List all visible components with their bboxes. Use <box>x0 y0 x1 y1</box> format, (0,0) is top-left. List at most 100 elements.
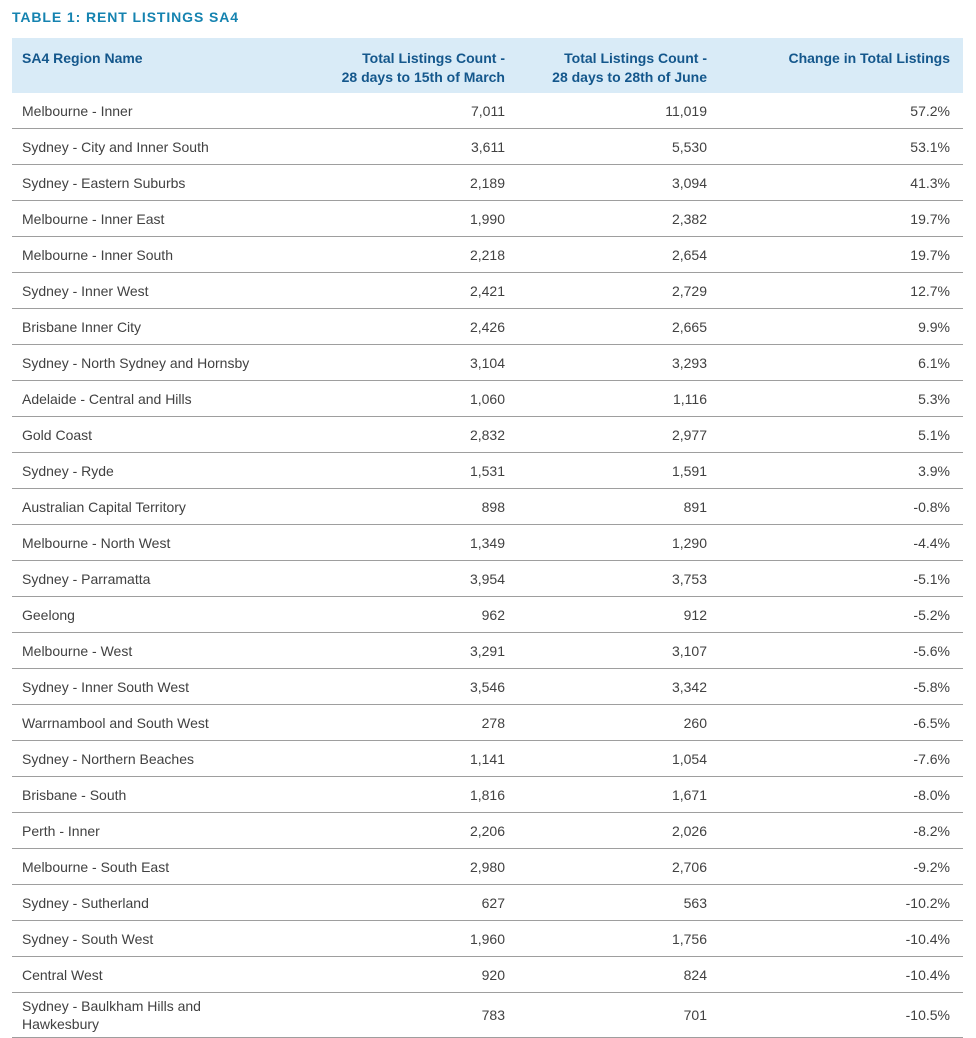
cell-march-count: 783 <box>275 992 518 1038</box>
cell-march-count: 2,189 <box>275 164 518 201</box>
cell-june-count: 11,019 <box>518 93 720 129</box>
cell-region: Central West <box>12 956 275 993</box>
cell-change: 19.7% <box>720 236 963 273</box>
table-row: Sydney - North Sydney and Hornsby 3,104 … <box>12 344 963 381</box>
cell-change: 41.3% <box>720 164 963 201</box>
table-row: Melbourne - Inner South 2,218 2,654 19.7… <box>12 236 963 273</box>
cell-march-count: 1,531 <box>275 452 518 489</box>
cell-change: -10.5% <box>720 992 963 1038</box>
cell-region: Sydney - Eastern Suburbs <box>12 164 275 201</box>
cell-region: Sydney - Inner West <box>12 272 275 309</box>
cell-june-count: 1,116 <box>518 380 720 417</box>
table-header: SA4 Region Name Total Listings Count - 2… <box>12 38 963 93</box>
cell-june-count: 3,293 <box>518 344 720 381</box>
cell-june-count: 912 <box>518 596 720 633</box>
cell-march-count: 898 <box>275 488 518 525</box>
cell-june-count: 3,107 <box>518 632 720 669</box>
table-row: Sydney - Ryde 1,531 1,591 3.9% <box>12 452 963 489</box>
cell-march-count: 3,104 <box>275 344 518 381</box>
cell-june-count: 1,290 <box>518 524 720 561</box>
cell-june-count: 3,753 <box>518 560 720 597</box>
table-row: Sydney - South West 1,960 1,756 -10.4% <box>12 920 963 957</box>
cell-june-count: 2,665 <box>518 308 720 345</box>
column-header-june-count: Total Listings Count - 28 days to 28th o… <box>552 50 707 85</box>
column-header-region: SA4 Region Name <box>22 50 143 66</box>
cell-june-count: 3,094 <box>518 164 720 201</box>
cell-change: -4.4% <box>720 524 963 561</box>
cell-june-count: 260 <box>518 704 720 741</box>
cell-region: Melbourne - Inner South <box>12 236 275 273</box>
table-row: Melbourne - Inner East 1,990 2,382 19.7% <box>12 200 963 237</box>
table-row: Australian Capital Territory 898 891 -0.… <box>12 488 963 525</box>
cell-june-count: 563 <box>518 884 720 921</box>
cell-march-count: 627 <box>275 884 518 921</box>
cell-march-count: 1,060 <box>275 380 518 417</box>
cell-change: -5.1% <box>720 560 963 597</box>
cell-march-count: 1,349 <box>275 524 518 561</box>
cell-region: Sydney - Sutherland <box>12 884 275 921</box>
table-row: Melbourne - North West 1,349 1,290 -4.4% <box>12 524 963 561</box>
cell-region: Sydney - South West <box>12 920 275 957</box>
cell-june-count: 824 <box>518 956 720 993</box>
table-row: Sydney - City and Inner South 3,611 5,53… <box>12 128 963 165</box>
cell-march-count: 1,816 <box>275 776 518 813</box>
table-row: Gold Coast 2,832 2,977 5.1% <box>12 416 963 453</box>
table-row: Sydney - Inner South West 3,546 3,342 -5… <box>12 668 963 705</box>
cell-change: -5.8% <box>720 668 963 705</box>
table-row: Warrnambool and South West 278 260 -6.5% <box>12 704 963 741</box>
table-body: Melbourne - Inner 7,011 11,019 57.2% Syd… <box>12 93 963 1038</box>
cell-march-count: 2,421 <box>275 272 518 309</box>
cell-june-count: 2,729 <box>518 272 720 309</box>
cell-region: Perth - Inner <box>12 812 275 849</box>
cell-change: 5.3% <box>720 380 963 417</box>
table-row: Melbourne - Inner 7,011 11,019 57.2% <box>12 93 963 129</box>
cell-june-count: 3,342 <box>518 668 720 705</box>
cell-june-count: 701 <box>518 992 720 1038</box>
cell-change: -10.4% <box>720 920 963 957</box>
cell-change: -7.6% <box>720 740 963 777</box>
column-header-change: Change in Total Listings <box>788 50 950 66</box>
cell-region: Australian Capital Territory <box>12 488 275 525</box>
cell-region: Sydney - North Sydney and Hornsby <box>12 344 275 381</box>
cell-change: 9.9% <box>720 308 963 345</box>
cell-june-count: 891 <box>518 488 720 525</box>
cell-march-count: 3,954 <box>275 560 518 597</box>
cell-region: Melbourne - Inner <box>12 93 275 129</box>
cell-region: Brisbane Inner City <box>12 308 275 345</box>
cell-change: -8.0% <box>720 776 963 813</box>
cell-change: 57.2% <box>720 93 963 129</box>
cell-region: Sydney - Ryde <box>12 452 275 489</box>
table-row: Melbourne - South East 2,980 2,706 -9.2% <box>12 848 963 885</box>
table-row: Sydney - Baulkham Hills and Hawkesbury 7… <box>12 992 963 1038</box>
cell-march-count: 278 <box>275 704 518 741</box>
cell-region: Melbourne - North West <box>12 524 275 561</box>
cell-march-count: 1,141 <box>275 740 518 777</box>
cell-region: Gold Coast <box>12 416 275 453</box>
cell-june-count: 1,591 <box>518 452 720 489</box>
cell-change: -10.2% <box>720 884 963 921</box>
cell-june-count: 1,054 <box>518 740 720 777</box>
cell-march-count: 920 <box>275 956 518 993</box>
table-row: Sydney - Sutherland 627 563 -10.2% <box>12 884 963 921</box>
cell-june-count: 2,977 <box>518 416 720 453</box>
table-row: Brisbane Inner City 2,426 2,665 9.9% <box>12 308 963 345</box>
cell-change: 3.9% <box>720 452 963 489</box>
cell-march-count: 3,291 <box>275 632 518 669</box>
cell-region: Sydney - Northern Beaches <box>12 740 275 777</box>
table-row: Central West 920 824 -10.4% <box>12 956 963 993</box>
table-row: Adelaide - Central and Hills 1,060 1,116… <box>12 380 963 417</box>
column-header-march-count: Total Listings Count - 28 days to 15th o… <box>341 50 505 85</box>
cell-change: -6.5% <box>720 704 963 741</box>
cell-june-count: 1,756 <box>518 920 720 957</box>
cell-region: Melbourne - West <box>12 632 275 669</box>
cell-june-count: 2,382 <box>518 200 720 237</box>
table-row: Perth - Inner 2,206 2,026 -8.2% <box>12 812 963 849</box>
cell-march-count: 2,832 <box>275 416 518 453</box>
cell-change: -8.2% <box>720 812 963 849</box>
cell-change: -0.8% <box>720 488 963 525</box>
cell-march-count: 3,546 <box>275 668 518 705</box>
header-row: SA4 Region Name Total Listings Count - 2… <box>12 38 963 93</box>
cell-region: Melbourne - Inner East <box>12 200 275 237</box>
cell-region: Sydney - Inner South West <box>12 668 275 705</box>
cell-region: Sydney - City and Inner South <box>12 128 275 165</box>
